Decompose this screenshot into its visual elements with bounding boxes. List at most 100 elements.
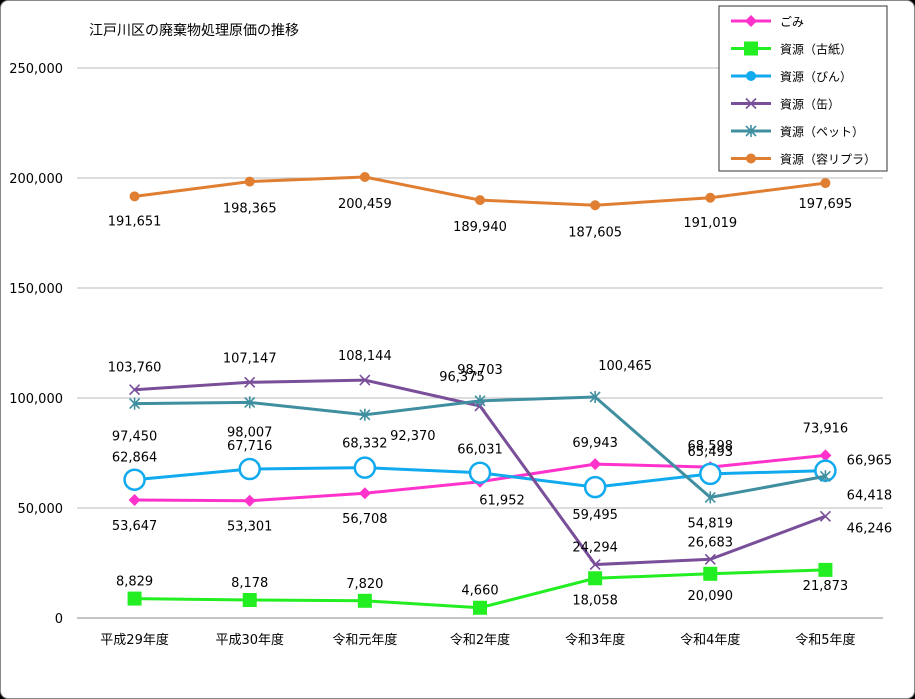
- data-point: [353, 456, 377, 479]
- data-point: [468, 461, 492, 484]
- data-label: 56,708: [342, 512, 388, 527]
- data-point: [129, 191, 140, 202]
- data-label: 21,873: [803, 579, 849, 594]
- data-labels: 53,647 53,301 56,708 61,952 69,943 68,598 73,9…: [108, 197, 892, 608]
- y-tick-label: 50,000: [18, 502, 64, 517]
- x-tick-label: 平成30年度: [215, 632, 284, 648]
- data-label: 189,940: [453, 220, 507, 235]
- legend-label: 資源（缶）: [780, 98, 840, 112]
- data-label: 107,147: [223, 351, 277, 366]
- y-axis-ticks: 0 50,000 100,000 150,000 200,000 250,000: [9, 62, 63, 627]
- legend-box: [718, 5, 888, 172]
- x-tick-label: 令和4年度: [680, 632, 740, 648]
- data-label: 68,332: [342, 437, 388, 452]
- series-group: [129, 390, 831, 504]
- y-tick-label: 200,000: [9, 172, 63, 187]
- legend-marker: [745, 15, 757, 27]
- data-label: 96,375: [439, 370, 485, 385]
- data-point: [123, 468, 146, 491]
- data-label: 66,031: [457, 443, 503, 458]
- data-label: 108,144: [338, 349, 392, 364]
- data-label: 69,943: [572, 436, 618, 451]
- x-tick-label: 令和元年度: [332, 632, 397, 648]
- data-label: 61,952: [479, 494, 525, 509]
- data-label: 64,418: [847, 488, 893, 503]
- data-point: [359, 374, 371, 386]
- y-tick-label: 250,000: [9, 62, 63, 77]
- data-label: 18,058: [572, 593, 618, 608]
- legend-label: ごみ: [780, 14, 804, 29]
- data-label: 54,819: [688, 516, 734, 531]
- data-point: [820, 178, 831, 189]
- x-tick-label: 平成29年度: [100, 632, 169, 648]
- data-label: 100,465: [598, 359, 652, 374]
- data-label: 66,965: [847, 454, 893, 469]
- legend-marker: [744, 41, 758, 56]
- data-point: [818, 562, 833, 577]
- data-point: [699, 462, 722, 486]
- data-point: [242, 593, 257, 608]
- data-label: 53,301: [227, 520, 273, 535]
- y-tick-label: 0: [55, 612, 63, 627]
- data-label: 4,660: [461, 584, 498, 599]
- series-group: [127, 562, 833, 615]
- legend-marker: [746, 153, 756, 164]
- series-group: [123, 456, 837, 499]
- data-point: [128, 493, 141, 506]
- data-point: [473, 600, 487, 615]
- data-point: [819, 449, 832, 462]
- data-label: 98,007: [227, 425, 273, 440]
- data-point: [357, 593, 372, 608]
- data-label: 67,716: [227, 439, 273, 454]
- data-label: 46,246: [847, 521, 893, 536]
- data-label: 59,495: [572, 508, 618, 523]
- data-label: 68,598: [688, 439, 734, 454]
- y-tick-label: 150,000: [9, 282, 63, 297]
- data-label: 65,493: [688, 445, 734, 460]
- data-label: 62,864: [112, 451, 158, 466]
- data-point: [243, 494, 256, 507]
- data-point: [703, 566, 718, 581]
- data-point: [704, 553, 716, 565]
- legend-label: 資源（ペット）: [780, 125, 864, 139]
- data-point: [129, 384, 141, 396]
- data-point: [359, 408, 371, 421]
- data-label: 92,370: [390, 429, 436, 444]
- data-label: 20,090: [688, 589, 734, 604]
- series-lines: [123, 171, 837, 615]
- data-point: [244, 176, 255, 187]
- data-point: [475, 195, 485, 206]
- data-label: 7,820: [346, 577, 383, 592]
- legend-marker: [746, 71, 756, 81]
- x-axis-ticks: 平成29年度 平成30年度 令和元年度 令和2年度 令和3年度 令和4年度 令和5年度: [100, 632, 855, 648]
- data-point: [705, 192, 716, 203]
- data-label: 53,647: [112, 519, 158, 534]
- legend-label: 資源（びん）: [780, 70, 852, 84]
- data-point: [129, 397, 141, 410]
- data-point: [589, 558, 601, 571]
- data-label: 73,916: [803, 421, 849, 436]
- data-point: [819, 510, 831, 522]
- legend-marker: [745, 97, 757, 110]
- data-point: [474, 394, 486, 407]
- data-point: [589, 390, 601, 403]
- legend-label: 資源（古紙）: [780, 42, 852, 57]
- data-label: 200,459: [338, 197, 392, 212]
- data-point: [244, 396, 256, 409]
- data-label: 191,651: [108, 214, 162, 229]
- data-point: [819, 470, 831, 483]
- data-label: 197,695: [799, 197, 853, 212]
- y-tick-label: 100,000: [9, 392, 63, 407]
- x-tick-label: 令和3年度: [565, 632, 625, 648]
- data-point: [358, 487, 371, 500]
- data-label: 191,019: [683, 216, 737, 231]
- data-label: 8,829: [116, 575, 153, 590]
- data-label: 98,703: [457, 363, 503, 378]
- data-label: 97,450: [112, 430, 158, 445]
- data-label: 187,605: [568, 225, 622, 240]
- data-point: [238, 457, 261, 481]
- data-point: [589, 458, 602, 471]
- series-group: [129, 171, 831, 211]
- data-point: [588, 571, 603, 586]
